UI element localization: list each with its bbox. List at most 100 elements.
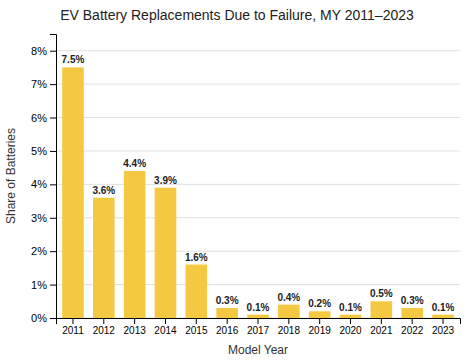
data-label: 3.6% — [92, 185, 115, 196]
x-tick-mark — [103, 318, 104, 324]
grid-line — [56, 217, 460, 218]
x-tick-mark — [412, 318, 413, 324]
x-tick-label: 2021 — [370, 325, 393, 336]
x-tick: 2014 — [154, 318, 177, 336]
x-tick: 2016 — [216, 318, 239, 336]
x-tick-mark — [165, 318, 166, 324]
bar — [340, 315, 362, 318]
y-tick: 2% — [31, 245, 56, 257]
x-tick-mark — [196, 318, 197, 324]
x-tick: 2022 — [401, 318, 424, 336]
y-tick: 7% — [31, 78, 56, 90]
y-tick-label: 0% — [31, 312, 47, 324]
y-tick: 5% — [31, 145, 56, 157]
x-tick: 2015 — [185, 318, 208, 336]
data-label: 1.6% — [185, 252, 208, 263]
x-axis: 2011 2012 2013 2014 2015 2016 2017 2018 2019 2020… — [57, 318, 461, 336]
x-tick-mark — [381, 318, 382, 324]
grid-line — [56, 284, 460, 285]
y-axis: 0% 1% 2% 3% 4% 5% 6% 7% 8% — [31, 35, 56, 325]
y-tick-mark — [50, 218, 56, 219]
y-tick: 0% — [31, 312, 56, 324]
y-tick: 1% — [31, 279, 56, 291]
data-label: 0.5% — [370, 288, 393, 299]
y-tick: 3% — [31, 212, 56, 224]
x-tick: 2020 — [339, 318, 362, 336]
x-tick-label: 2014 — [154, 325, 177, 336]
x-tick: 2021 — [370, 318, 393, 336]
x-tick-label: 2012 — [93, 325, 116, 336]
x-axis-line — [57, 319, 461, 325]
y-tick-mark — [50, 84, 56, 85]
plot: 7.5%3.6%4.4%3.9%1.6%0.3%0.1%0.4%0.2%0.1%… — [31, 35, 460, 337]
bar — [278, 305, 300, 318]
x-tick-label: 2018 — [278, 325, 301, 336]
bar — [124, 171, 146, 318]
bar — [186, 265, 208, 318]
bar — [155, 188, 177, 318]
title: EV Battery Replacements Due to Failure, … — [60, 7, 414, 23]
y-tick-mark — [50, 251, 56, 252]
y-tick-mark — [50, 285, 56, 286]
y-tick-mark — [50, 184, 56, 185]
y-tick-label: 7% — [31, 78, 47, 90]
y-axis-title: Share of Batteries — [4, 128, 18, 224]
grid-line — [56, 84, 460, 85]
x-tick: 2018 — [278, 318, 301, 336]
data-label: 4.4% — [123, 158, 146, 169]
bar — [93, 198, 115, 318]
x-axis-title: Model Year — [228, 343, 288, 357]
bars — [62, 67, 454, 318]
x-tick-label: 2016 — [216, 325, 239, 336]
bar — [62, 67, 84, 318]
y-tick-label: 2% — [31, 245, 47, 257]
data-labels: 7.5%3.6%4.4%3.9%1.6%0.3%0.1%0.4%0.2%0.1%… — [62, 54, 455, 312]
x-tick: 2019 — [309, 318, 332, 336]
y-tick-label: 1% — [31, 279, 47, 291]
y-tick-mark — [50, 118, 56, 119]
data-label: 0.4% — [277, 292, 300, 303]
grid-line — [56, 50, 460, 51]
x-tick-label: 2019 — [309, 325, 332, 336]
data-label: 0.1% — [339, 302, 362, 313]
x-tick-mark — [319, 318, 320, 324]
bar — [432, 315, 454, 318]
x-tick-label: 2015 — [185, 325, 208, 336]
bar — [216, 308, 238, 318]
y-tick-label: 4% — [31, 178, 47, 190]
y-tick-label: 3% — [31, 212, 47, 224]
data-label: 7.5% — [62, 54, 85, 65]
data-label: 0.1% — [247, 302, 270, 313]
x-tick-mark — [227, 318, 228, 324]
x-tick: 2013 — [124, 318, 147, 336]
x-tick: 2012 — [93, 318, 116, 336]
x-tick-label: 2020 — [339, 325, 362, 336]
x-tick-label: 2023 — [432, 325, 455, 336]
data-label: 0.3% — [216, 295, 239, 306]
data-label: 0.2% — [308, 298, 331, 309]
data-label: 0.3% — [401, 295, 424, 306]
grid — [56, 51, 460, 318]
y-tick-mark — [50, 51, 56, 52]
data-label: 0.1% — [432, 302, 455, 313]
grid-line — [56, 150, 460, 151]
y-tick-label: 5% — [31, 145, 47, 157]
x-tick-mark — [134, 318, 135, 324]
y-tick: 6% — [31, 112, 56, 124]
x-tick-label: 2013 — [124, 325, 147, 336]
y-tick: 8% — [31, 45, 56, 57]
x-tick-label: 2011 — [62, 325, 84, 336]
y-tick: 4% — [31, 178, 56, 190]
x-tick: 2011 — [62, 318, 84, 336]
chart: 7.5%3.6%4.4%3.9%1.6%0.3%0.1%0.4%0.2%0.1%… — [0, 0, 474, 362]
x-tick-label: 2017 — [247, 325, 270, 336]
bar — [309, 311, 331, 318]
y-tick-mark — [50, 318, 56, 319]
x-tick: 2017 — [247, 318, 270, 336]
bar — [247, 315, 269, 318]
x-tick-mark — [72, 318, 73, 324]
grid-line — [56, 184, 460, 185]
bar — [401, 308, 423, 318]
x-tick-mark — [443, 318, 444, 324]
x-tick-mark — [288, 318, 289, 324]
